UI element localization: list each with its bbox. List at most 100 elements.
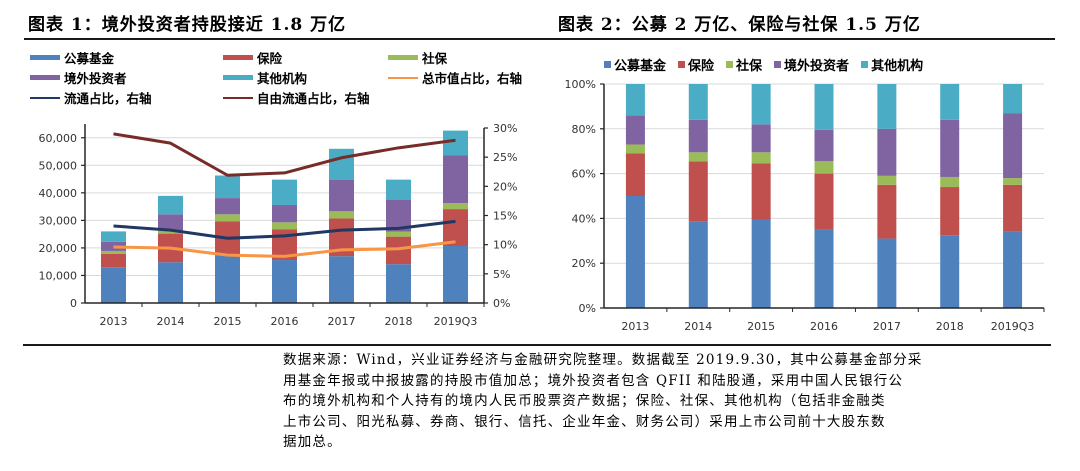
bar-segment-foreign [940, 119, 960, 177]
figure2-title: 图表 2：公募 2 万亿、保险与社保 1.5 万亿 [558, 15, 921, 35]
bar-segment-social-security [940, 176, 960, 188]
bar-segment-foreign [386, 200, 411, 232]
figure2-legend: 公募基金 保险 社保 境外投资者 其他机构 [604, 55, 923, 74]
bar-segment-insurance [443, 209, 468, 246]
figure1-title-rule [24, 38, 540, 40]
x-tick-label: 2017 [873, 320, 901, 333]
bar-segment-public-fund [688, 221, 708, 308]
bar-segment-public-fund [443, 245, 468, 303]
x-tick-label: 2014 [157, 315, 185, 328]
bar-segment-foreign [751, 124, 771, 153]
bar-segment-other [877, 84, 897, 129]
legend-swatch-total-mcap [388, 76, 418, 79]
y-tick-label: 80% [572, 123, 596, 136]
y-tick-label: 20,000 [39, 242, 78, 255]
bar-segment-foreign [329, 179, 354, 212]
y-tick-label: 0 [70, 297, 77, 310]
legend2-swatch-social-security [726, 61, 734, 68]
bar-segment-other [940, 84, 960, 120]
y2-tick-label: 25% [493, 151, 517, 164]
legend-swatch-free-float [223, 96, 253, 99]
bar-segment-social-security [443, 203, 468, 210]
bar-segment-insurance [751, 163, 771, 220]
bar-segment-social-security [877, 175, 897, 185]
bar-segment-public-fund [751, 219, 771, 308]
bar-segment-public-fund [877, 238, 897, 308]
bar-segment-other [751, 84, 771, 125]
bar-segment-foreign [101, 241, 126, 251]
y2-tick-label: 30% [493, 122, 517, 135]
legend2-swatch-foreign [774, 61, 782, 68]
legend-swatch-float [30, 96, 60, 99]
bar-segment-social-security [625, 144, 645, 154]
bar-segment-other [158, 195, 183, 215]
bar-segment-foreign [814, 129, 834, 162]
bar-segment-insurance [877, 184, 897, 239]
legend-swatch-other [223, 75, 253, 80]
x-tick-label: 2017 [328, 315, 356, 328]
x-tick-label: 2014 [684, 320, 712, 333]
y-tick-label: 40,000 [39, 187, 78, 200]
y2-tick-label: 15% [493, 210, 517, 223]
x-tick-label: 2019Q3 [991, 320, 1035, 333]
bar-segment-public-fund [940, 235, 960, 308]
legend2-label: 保险 [688, 59, 715, 74]
legend-item-other: 其他机构 [223, 68, 307, 87]
bar-segment-insurance [940, 187, 960, 236]
bar-segment-insurance [329, 218, 354, 257]
bar-segment-foreign [158, 214, 183, 231]
legend-label: 流通占比，右轴 [64, 91, 152, 106]
x-tick-label: 2016 [810, 320, 838, 333]
y-tick-label: 60,000 [39, 132, 78, 145]
legend2-label: 公募基金 [614, 59, 667, 74]
legend2-label: 其他机构 [871, 59, 924, 74]
bar-segment-foreign [625, 115, 645, 145]
bar-segment-foreign [443, 155, 468, 204]
legend2-item-insurance: 保险 [678, 55, 714, 74]
legend2-item-foreign: 境外投资者 [774, 55, 849, 74]
bar-segment-other [688, 84, 708, 120]
legend2-label: 社保 [736, 59, 763, 74]
bar-segment-public-fund [101, 267, 126, 303]
bar-segment-other [101, 231, 126, 242]
bar-segment-public-fund [625, 196, 645, 308]
bar-segment-other [814, 84, 834, 130]
y-tick-label: 0% [579, 302, 596, 315]
figure1-title: 图表 1：境外投资者持股接近 1.8 万亿 [28, 15, 347, 35]
y2-tick-label: 0% [493, 297, 510, 310]
legend-label: 境外投资者 [64, 71, 127, 86]
bar-segment-other [443, 130, 468, 156]
line-series-free-float-line [113, 132, 456, 177]
bar-segment-insurance [1003, 184, 1023, 232]
bar-segment-foreign [1003, 113, 1023, 179]
bar-segment-other [215, 175, 240, 199]
bar-segment-insurance [158, 233, 183, 263]
y-tick-label: 10,000 [39, 269, 78, 282]
bar-segment-foreign [215, 198, 240, 215]
legend-swatch-public-fund [30, 55, 60, 60]
x-tick-label: 2019Q3 [434, 315, 478, 328]
legend-label: 自由流通占比，右轴 [257, 91, 370, 106]
bar-segment-foreign [688, 119, 708, 153]
bar-segment-insurance [625, 153, 645, 196]
bar-segment-other [625, 84, 645, 116]
bar-segment-insurance [814, 173, 834, 230]
y-tick-label: 30,000 [39, 214, 78, 227]
y-tick-label: 50,000 [39, 159, 78, 172]
footnote-line: 数据来源：Wind，兴业证券经济与金融研究院整理。数据截至 2019.9.30，… [283, 352, 923, 368]
bar-segment-other [1003, 84, 1023, 114]
bar-segment-social-security [158, 230, 183, 234]
y-tick-label: 20% [572, 257, 596, 270]
x-tick-label: 2013 [100, 315, 128, 328]
bar-segment-social-security [688, 152, 708, 162]
bar-segment-insurance [215, 221, 240, 256]
footnote: 数据来源：Wind，兴业证券经济与金融研究院整理。数据截至 2019.9.30，… [283, 350, 1043, 453]
legend-label: 其他机构 [257, 71, 308, 86]
legend-item-public-fund: 公募基金 [30, 48, 114, 67]
footnote-line: 布的境外机构和个人持有的境内人民币股票资产数据；保险、社保、其他机构（包括非金融… [283, 393, 886, 409]
legend-item-insurance: 保险 [223, 48, 282, 67]
y-tick-label: 60% [572, 168, 596, 181]
bar-segment-foreign [272, 204, 297, 223]
footnote-line: 据加总。 [283, 434, 342, 450]
bar-segment-other [329, 148, 354, 180]
